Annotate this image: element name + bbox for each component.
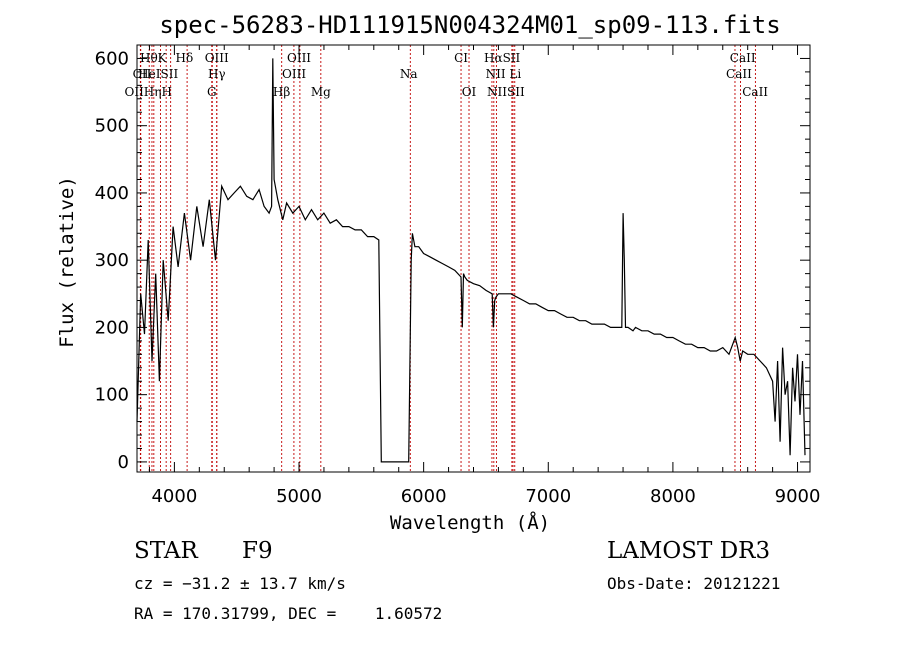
y-tick-label: 0 <box>118 452 129 473</box>
y-tick-label: 400 <box>95 183 129 204</box>
y-tick-label: 300 <box>95 250 129 271</box>
line-label: CaII <box>742 85 768 99</box>
x-tick-label: 6000 <box>401 486 447 507</box>
line-label: HeISII <box>138 67 178 81</box>
chart-title: spec-56283-HD111915N004324M01_sp09-113.f… <box>159 11 780 39</box>
y-tick-label: 100 <box>95 385 129 406</box>
y-axis-label: Flux (relative) <box>56 176 78 348</box>
y-tick-label: 600 <box>95 48 129 69</box>
line-label: OIII <box>282 67 306 81</box>
line-label: Hδ <box>176 51 194 65</box>
y-axis-ticks: 0 100 200 300 400 500 600 <box>95 48 810 473</box>
flux-series-line <box>136 58 806 463</box>
coordinates: RA = 170.31799, DEC = 1.60572 <box>134 604 443 623</box>
line-label: CaII <box>730 51 756 65</box>
line-label: HαSII <box>484 51 521 65</box>
observation-date: Obs-Date: 20121221 <box>607 574 781 593</box>
line-label: Na <box>400 67 418 81</box>
line-label: OIIHηH <box>124 85 171 99</box>
line-label: Mg <box>311 85 331 99</box>
x-axis-ticks: 4000 5000 6000 7000 8000 9000 <box>148 45 821 507</box>
line-label: Hβ <box>273 85 290 99</box>
emission-line-markers <box>139 45 756 472</box>
line-label: G <box>207 85 217 99</box>
redshift-velocity: cz = −31.2 ± 13.7 km/s <box>134 574 346 593</box>
line-label: NIISII <box>487 85 525 99</box>
spectrum-chart: spec-56283-HD111915N004324M01_sp09-113.f… <box>56 11 821 534</box>
line-label: CI <box>454 51 468 65</box>
y-tick-label: 500 <box>95 116 129 137</box>
plot-frame <box>136 44 811 473</box>
line-label: Hγ <box>208 67 226 81</box>
line-label: CaII <box>726 67 752 81</box>
object-class: STAR <box>134 538 198 564</box>
y-tick-label: 200 <box>95 317 129 338</box>
line-label: OIII <box>205 51 229 65</box>
x-tick-label: 5000 <box>276 486 322 507</box>
object-subclass: F9 <box>242 538 273 564</box>
line-label: OI <box>462 85 477 99</box>
x-tick-label: 8000 <box>650 486 696 507</box>
survey-name: LAMOST DR3 <box>607 538 771 564</box>
line-label: Hθ <box>140 51 158 65</box>
line-label: OIII <box>287 51 311 65</box>
line-label: NII Li <box>486 67 522 81</box>
x-tick-label: 7000 <box>525 486 571 507</box>
line-label: K <box>157 51 167 65</box>
x-axis-label: Wavelength (Å) <box>390 511 550 534</box>
x-tick-label: 4000 <box>151 486 197 507</box>
x-tick-label: 9000 <box>775 486 821 507</box>
